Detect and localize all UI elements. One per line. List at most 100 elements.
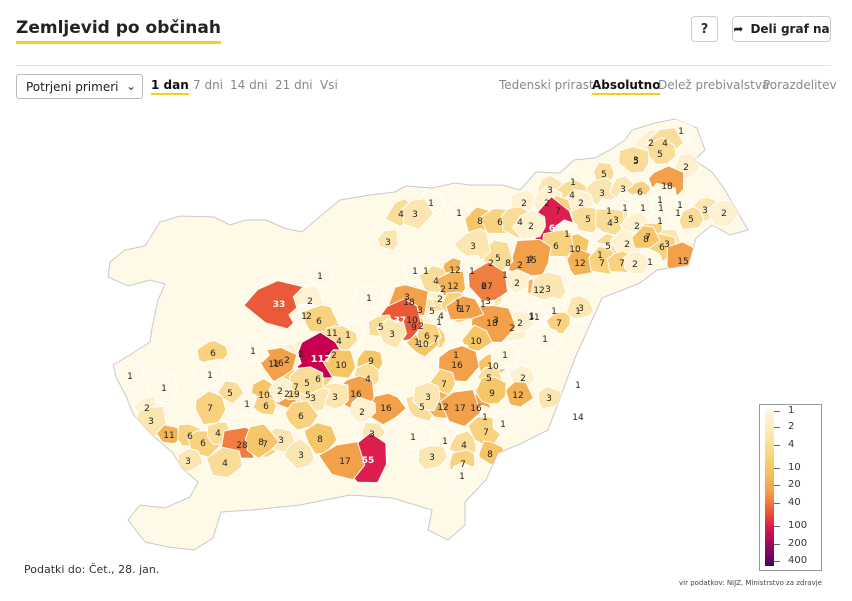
municipality-area[interactable] (284, 400, 320, 431)
data-date: Podatki do: Čet., 28. jan. (24, 563, 160, 576)
municipality-area[interactable] (176, 448, 204, 475)
municipality-value-label: 3 (664, 240, 670, 250)
municipality-value-label: 10 (406, 316, 418, 326)
municipality-area[interactable] (474, 376, 507, 405)
municipality-area[interactable] (417, 444, 449, 471)
municipality-value-label: 8 (643, 235, 649, 245)
municipality-area[interactable] (304, 264, 333, 289)
municipality-area[interactable] (268, 376, 293, 403)
municipality-area[interactable] (645, 136, 677, 165)
municipality-area[interactable] (617, 145, 650, 174)
municipality-area[interactable] (446, 198, 472, 224)
municipality-area[interactable] (318, 441, 366, 481)
period-1-day[interactable]: 1 dan (151, 78, 189, 95)
municipality-area[interactable] (507, 238, 552, 277)
municipality-area[interactable] (348, 396, 377, 424)
municipality-value-label: 4 (433, 277, 439, 287)
municipality-area[interactable] (537, 385, 565, 410)
municipality-area[interactable] (244, 423, 280, 460)
municipality-value-label: 6 (210, 349, 216, 359)
municipality-value-label: 1 (428, 199, 434, 209)
municipality-area[interactable] (282, 437, 315, 470)
municipality-area[interactable] (252, 394, 277, 416)
municipality-area[interactable] (461, 324, 493, 352)
municipality-value-label: 12 (325, 351, 336, 361)
municipality-value-label: 8 (477, 217, 483, 227)
municipality-area[interactable] (396, 417, 433, 450)
municipality-value-label: 6 (481, 282, 487, 292)
period-21-days[interactable]: 21 dni (275, 78, 313, 92)
municipality-area[interactable] (512, 209, 546, 241)
municipality-value-label: 1 (640, 204, 646, 214)
municipality-value-label: 6 (637, 188, 643, 198)
municipality-area[interactable] (529, 325, 563, 353)
municipality-area[interactable] (566, 248, 595, 277)
legend-label: 10 (788, 462, 801, 473)
municipality-area[interactable] (439, 388, 482, 428)
municipality-value-label: 1 (658, 204, 664, 214)
municipality-area[interactable] (492, 411, 519, 435)
municipality-value-label: 16 (272, 359, 284, 369)
municipality-value-label: 2 (440, 285, 446, 295)
period-14-days[interactable]: 14 dni (230, 78, 268, 92)
municipality-area[interactable] (376, 228, 399, 251)
period-all[interactable]: Vsi (320, 78, 338, 92)
municipality-value-label: 3 (332, 393, 338, 403)
municipality-area[interactable] (678, 205, 705, 231)
municipality-area[interactable] (376, 318, 408, 350)
municipality-area[interactable] (205, 446, 243, 479)
municipality-value-label: 7 (441, 380, 447, 390)
municipality-map[interactable]: 1 2 4 3 5 5 2 5 1 3 4 3 18 3 6 1 2 2 2 1 1 1 1 1 3 2 1 7 62 3 5 4 2 1 5 1 4 3… (0, 100, 852, 560)
municipality-value-label: 3 (385, 238, 391, 248)
municipality-value-label: 1 (480, 300, 486, 310)
municipality-area[interactable] (190, 358, 225, 388)
municipality-value-label: 1 (575, 381, 581, 391)
legend-tick (774, 561, 780, 562)
municipality-value-label: 16 (350, 390, 362, 400)
municipality-value-label: 15 (677, 257, 688, 267)
mode-distribution[interactable]: Porazdelitev (763, 78, 837, 92)
municipality-value-label: 6 (497, 218, 503, 228)
mode-absolute[interactable]: Absolutno (592, 78, 661, 95)
municipality-area[interactable] (155, 424, 182, 445)
municipality-area[interactable] (401, 198, 435, 231)
municipality-area[interactable] (238, 335, 270, 363)
municipality-area[interactable] (322, 349, 357, 379)
municipality-area[interactable] (300, 304, 340, 333)
municipality-value-label: 6 (456, 305, 462, 315)
municipality-area[interactable] (570, 205, 604, 234)
municipality-value-label: 27 (481, 282, 492, 292)
municipality-area[interactable] (352, 284, 385, 310)
municipality-value-label: 2 (284, 390, 290, 400)
municipality-value-label: 2 (307, 297, 313, 307)
municipality-value-label: 3 (633, 156, 639, 166)
legend-gradient (765, 409, 774, 566)
municipality-area[interactable] (565, 294, 595, 320)
mode-population-share[interactable]: Delež prebivalstva (658, 78, 770, 92)
municipality-value-label: 5 (227, 389, 233, 399)
municipality-area[interactable] (445, 295, 485, 321)
municipality-value-label: 12 (533, 286, 544, 296)
municipality-value-label: 12 (437, 403, 448, 413)
municipality-area[interactable] (490, 341, 519, 370)
municipality-value-label: 1 (161, 384, 167, 394)
municipality-value-label: 28 (236, 441, 248, 451)
period-7-days[interactable]: 7 dni (193, 78, 224, 92)
metric-select[interactable]: Potrjeni primeri ⌄ (16, 74, 143, 99)
municipality-value-label: 6 (424, 332, 430, 342)
share-button[interactable]: ➦ Deli graf na (732, 16, 831, 42)
municipality-value-label: 10 (487, 362, 499, 372)
municipality-area[interactable] (448, 462, 475, 486)
municipality-area[interactable] (622, 250, 650, 276)
municipality-area[interactable] (412, 381, 441, 412)
municipality-value-label: 1 (250, 347, 256, 357)
municipality-area[interactable] (289, 366, 325, 396)
municipality-area[interactable] (217, 380, 245, 405)
help-button[interactable]: ? (691, 16, 718, 42)
mode-weekly-growth[interactable]: Tedenski prirast (499, 78, 594, 92)
municipality-area[interactable] (416, 322, 442, 347)
municipality-area[interactable] (631, 224, 661, 249)
municipality-area[interactable] (115, 360, 146, 389)
municipality-area[interactable] (467, 261, 509, 302)
